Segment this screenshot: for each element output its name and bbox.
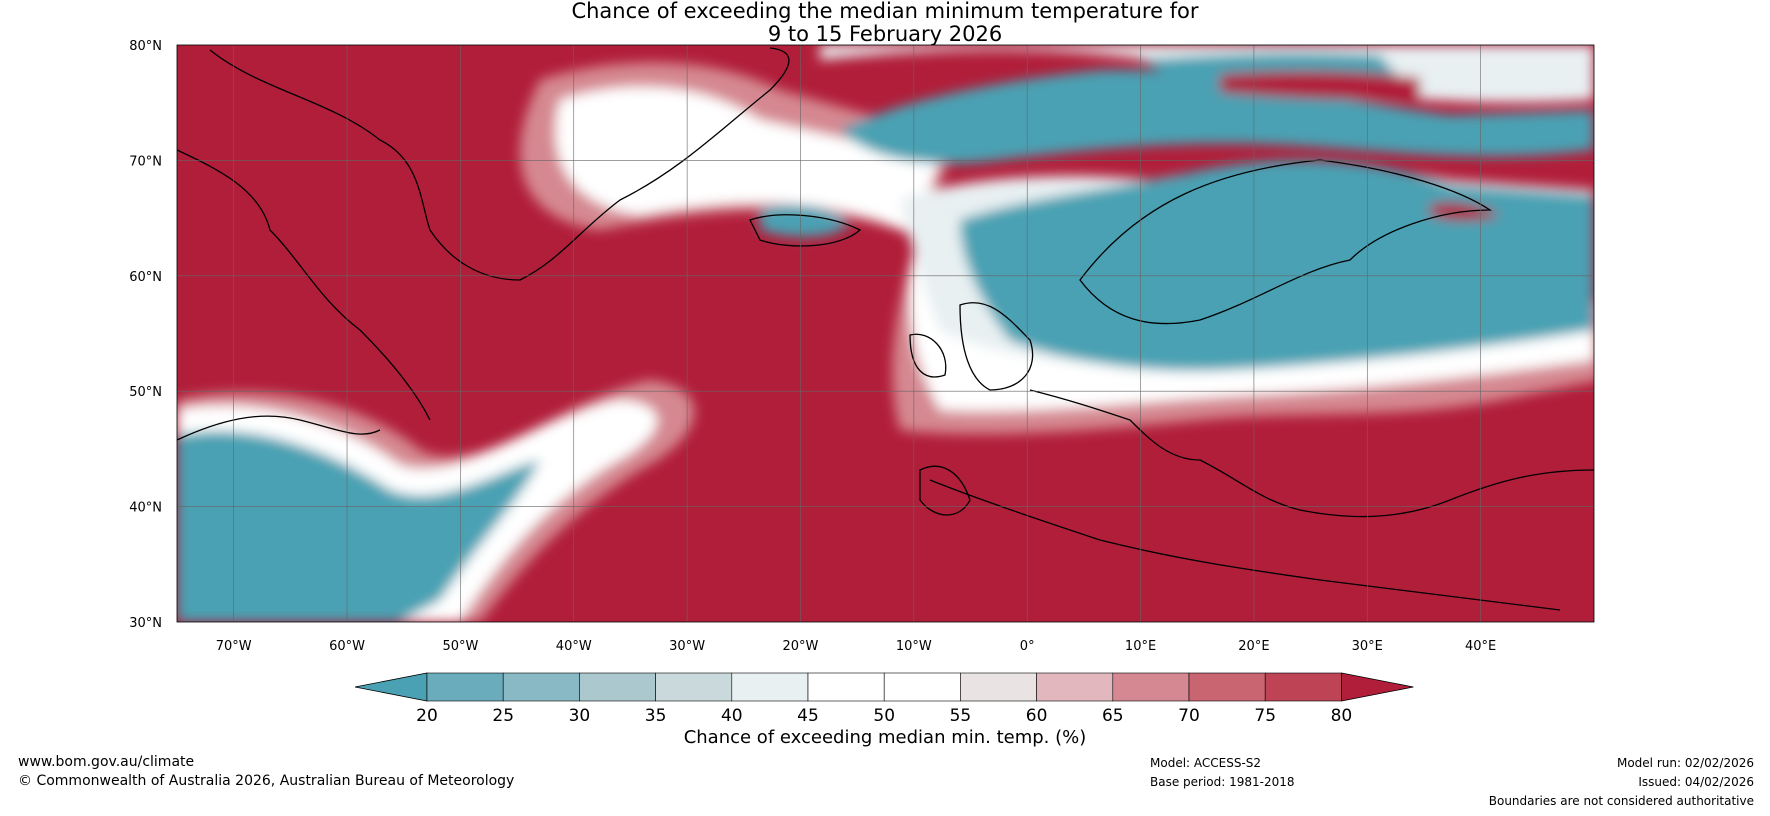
map-frame [176, 44, 1595, 623]
colorbar-segment [960, 672, 1037, 702]
colorbar-tick-label: 60 [1026, 706, 1048, 726]
colorbar-label: Chance of exceeding median min. temp. (%… [683, 727, 1087, 748]
latitude-labels: 80°N 70°N 60°N 50°N 40°N 30°N [129, 39, 162, 631]
colorbar-tick-label: 50 [873, 706, 895, 726]
longitude-label: 60°W [329, 639, 365, 654]
graticule [177, 45, 1594, 622]
colorbar-tick-label: 70 [1178, 706, 1200, 726]
footer-base-period: Base period: 1981-2018 [1150, 775, 1295, 789]
colorbar-tick-label: 30 [569, 706, 591, 726]
footer-model-run: Model run: 02/02/2026 [1616, 756, 1754, 770]
colorbar-tick-label: 25 [492, 706, 514, 726]
footer-issued: Issued: 04/02/2026 [1638, 775, 1754, 789]
footer-copyright: © Commonwealth of Australia 2026, Austra… [18, 773, 515, 789]
colorbar-tick-label: 20 [416, 706, 438, 726]
footer-model: Model: ACCESS-S2 [1150, 756, 1262, 770]
longitude-labels: 70°W 60°W 50°W 40°W 30°W 20°W 10°W 0° 10°E 20°E 30… [216, 639, 1497, 654]
colorbar-extend-high [1341, 672, 1414, 702]
colorbar-tick-label: 35 [645, 706, 667, 726]
colorbar-tick-label: 45 [797, 706, 819, 726]
nova-scotia-coast [177, 415, 381, 441]
map-area [177, 45, 1594, 622]
footer-model-info: Model: ACCESS-S2 Base period: 1981-2018 [1150, 754, 1295, 792]
mediterranean-north-coast [1029, 389, 1594, 518]
longitude-label: 40°E [1465, 639, 1496, 654]
colorbar-segment [1112, 672, 1190, 702]
colorbar-tick-label: 65 [1102, 706, 1124, 726]
colorbar-segment [807, 672, 885, 702]
colorbar-segment [426, 672, 504, 702]
iceland-coast [749, 214, 862, 247]
latitude-label: 50°N [129, 385, 162, 400]
colorbar-segment [655, 672, 733, 702]
footer-run-info: Model run: 02/02/2026 Issued: 04/02/2026… [1489, 754, 1754, 811]
latitude-label: 40°N [129, 501, 162, 516]
longitude-label: 30°E [1352, 639, 1383, 654]
greenland-coast [209, 47, 790, 281]
iberia-coast [919, 465, 971, 516]
longitude-label: 10°E [1125, 639, 1156, 654]
longitude-label: 20°E [1238, 639, 1269, 654]
colorbar [354, 672, 1414, 702]
title-line-1: Chance of exceeding the median minimum t… [571, 0, 1199, 23]
colorbar-extend-low [354, 672, 428, 702]
title-line-2: 9 to 15 February 2026 [767, 22, 1003, 46]
longitude-label: 10°W [896, 639, 932, 654]
colorbar-tick-label: 40 [721, 706, 743, 726]
longitude-label: 0° [1020, 639, 1035, 654]
north-africa-coast [929, 479, 1561, 611]
colorbar-segment [502, 672, 580, 702]
colorbar-tick-label: 75 [1254, 706, 1276, 726]
latitude-label: 60°N [129, 270, 162, 285]
probability-field [177, 45, 1594, 622]
footer-disclaimer: Boundaries are not considered authoritat… [1488, 794, 1754, 808]
longitude-label: 50°W [442, 639, 478, 654]
colorbar-segment [731, 672, 809, 702]
longitude-label: 20°W [783, 639, 819, 654]
colorbar-tick-label: 80 [1331, 706, 1353, 726]
longitude-label: 30°W [669, 639, 705, 654]
colorbar-segment [883, 672, 961, 702]
latitude-label: 70°N [129, 154, 162, 169]
colorbar-segment [1188, 672, 1266, 702]
colorbar-segment [1036, 672, 1114, 702]
longitude-label: 40°W [556, 639, 592, 654]
longitude-label: 70°W [216, 639, 252, 654]
scandinavia-coast [1079, 159, 1493, 325]
footer-url: www.bom.gov.au/climate [18, 754, 195, 770]
latitude-label: 80°N [129, 39, 162, 54]
map-title: Chance of exceeding the median minimum t… [0, 0, 1770, 46]
colorbar-segment [579, 672, 656, 702]
colorbar-tick-labels: 20 25 30 35 40 45 50 55 60 65 70 75 80 [416, 706, 1352, 726]
latitude-label: 30°N [129, 616, 162, 631]
colorbar-tick-label: 55 [950, 706, 972, 726]
footer-left: www.bom.gov.au/climate © Commonwealth of… [18, 753, 514, 791]
great-britain-coast [959, 302, 1034, 391]
colorbar-segment [1264, 672, 1342, 702]
